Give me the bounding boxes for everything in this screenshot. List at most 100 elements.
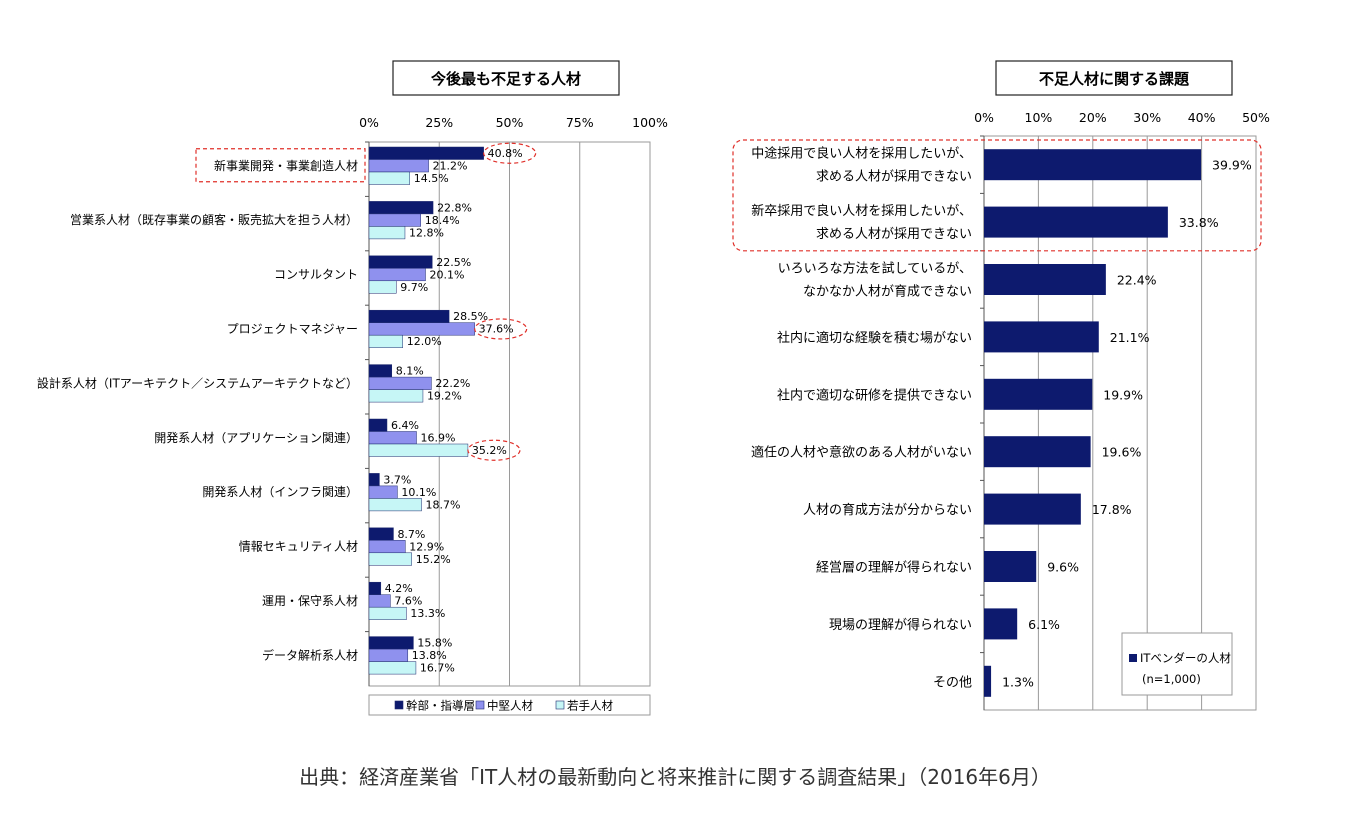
right-bar-value-label: 19.6% (1102, 445, 1142, 460)
left-chart-title: 今後最も不足する人材 (430, 70, 581, 88)
left-bar-executive (368, 473, 380, 487)
right-legend-swatch (1129, 654, 1137, 662)
right-category-label: 現場の理解が得られない (829, 617, 972, 633)
left-bar-value-label: 4.2% (385, 582, 413, 595)
right-x-tick-label: 30% (1133, 110, 1161, 125)
left-legend-swatch (555, 700, 565, 710)
left-bar-executive (368, 581, 382, 595)
right-bar (984, 551, 1037, 582)
right-bar (984, 321, 1099, 353)
right-title-box (995, 60, 1233, 96)
left-x-tick-label: 75% (566, 115, 594, 130)
left-legend: 幹部・指導層 中堅人材 若手人材 (368, 694, 651, 716)
left-category-label: 開発系人材（インフラ関連） (202, 485, 358, 499)
right-legend-box (1121, 632, 1233, 696)
left-category-label: データ解析系人材 (262, 647, 358, 662)
right-category-label-line2: なかなか人材が育成できない (803, 284, 972, 300)
left-bar-young (368, 334, 403, 348)
left-bar-value-label: 13.8% (412, 649, 447, 662)
left-bar-value-label: 6.4% (391, 419, 419, 432)
right-x-tick-label: 20% (1079, 110, 1107, 125)
right-legend-note: (n=1,000) (1142, 672, 1201, 686)
left-bar-mid-level (368, 376, 432, 390)
left-bar-mid-level (368, 431, 417, 445)
left-category-label: コンサルタント (274, 268, 358, 282)
left-bar-young (368, 226, 406, 240)
left-bar-value-label: 21.2% (433, 160, 468, 173)
left-bar-executive (368, 201, 434, 215)
left-bar-executive (368, 146, 484, 160)
left-legend-label: 若手人材 (567, 699, 613, 713)
left-bar-young (368, 498, 422, 512)
left-value-highlight (474, 318, 528, 340)
left-chart-shortage-talent: 今後最も不足する人材 0% 25% 50% 75% 100% 新事業開発・事業創造人材 40.… (37, 60, 668, 716)
right-bar-value-label: 1.3% (1002, 674, 1034, 689)
left-bar-executive (368, 636, 414, 650)
left-bar-young (368, 280, 397, 294)
left-legend-label: 中堅人材 (487, 699, 533, 713)
left-bar-value-label: 37.6% (479, 323, 514, 336)
left-bar-value-label: 15.2% (416, 553, 451, 566)
left-bar-value-label: 13.3% (410, 607, 445, 620)
right-bar (984, 149, 1202, 181)
left-category-label: プロジェクトマネジャー (227, 322, 358, 336)
right-legend: ITベンダーの人材 (n=1,000) (1121, 632, 1233, 696)
left-bar-young (368, 389, 424, 403)
right-category-label: 新卒採用で良い人材を採用したいが、 (751, 203, 972, 219)
right-issues-highlight (732, 139, 1262, 252)
right-bar-value-label: 39.9% (1212, 158, 1252, 173)
right-x-tick-label: 40% (1188, 110, 1216, 125)
right-bar-value-label: 19.9% (1103, 387, 1143, 402)
right-bar (984, 608, 1018, 640)
right-x-tick-label: 0% (974, 110, 994, 125)
left-bar-young (368, 552, 412, 566)
left-bar-value-label: 40.8% (488, 147, 523, 160)
left-bar-mid-level (368, 594, 391, 608)
right-category-label-line2: 求める人材が採用できない (816, 170, 972, 185)
right-bar-value-label: 6.1% (1028, 617, 1060, 632)
left-bar-mid-level (368, 213, 421, 227)
right-category-label: 人材の育成方法が分からない (803, 502, 972, 518)
left-legend-swatch (475, 700, 485, 710)
left-bar-executive (368, 309, 450, 323)
right-bar-value-label: 33.8% (1179, 215, 1219, 230)
left-bar-value-label: 14.5% (414, 172, 449, 185)
left-category-label: 新事業開発・事業創造人材 (214, 158, 358, 173)
left-x-tick-label: 50% (496, 115, 524, 130)
left-bar-value-label: 3.7% (383, 473, 411, 486)
left-title-box (392, 60, 620, 96)
left-value-highlight (467, 439, 521, 461)
left-bar-mid-level (368, 485, 398, 499)
left-legend-label: 幹部・指導層 (406, 699, 475, 713)
left-bar-value-label: 28.5% (453, 310, 488, 323)
left-category-label: 営業系人材（既存事業の顧客・販売拡大を担う人材） (70, 212, 358, 227)
left-bar-mid-level (368, 268, 426, 282)
left-bar-value-label: 18.4% (425, 214, 460, 227)
left-bar-value-label: 18.7% (426, 498, 461, 511)
right-category-label: その他 (933, 675, 972, 690)
left-x-tick-label: 0% (359, 115, 379, 130)
right-chart-title: 不足人材に関する課題 (1039, 70, 1190, 88)
right-bar (984, 206, 1168, 238)
left-category-highlight (195, 148, 366, 183)
left-bar-young (368, 606, 407, 620)
right-bar (984, 378, 1093, 410)
left-bar-mid-level (368, 648, 409, 662)
right-category-label: 社内に適切な経験を積む場がない (777, 330, 972, 346)
right-bar (984, 436, 1091, 468)
left-bar-value-label: 12.8% (409, 226, 444, 239)
right-x-tick-label: 10% (1025, 110, 1053, 125)
right-bar (984, 264, 1106, 295)
left-bar-value-label: 15.8% (417, 637, 452, 650)
left-bar-value-label: 12.0% (407, 335, 442, 348)
right-category-label: 中途採用で良い人材を採用したいが、 (751, 146, 972, 162)
left-bar-value-label: 10.1% (401, 486, 436, 499)
right-category-label-line2: 求める人材が採用できない (816, 227, 972, 242)
left-bar-executive (368, 527, 394, 541)
right-bar-value-label: 21.1% (1110, 330, 1150, 345)
source-caption: 出典：経済産業省「IT人材の最新動向と将来推計に関する調査結果」（2016年6月… (299, 765, 1051, 789)
left-bar-value-label: 16.9% (420, 432, 455, 445)
left-bar-executive (368, 255, 433, 269)
right-bar (984, 665, 992, 697)
